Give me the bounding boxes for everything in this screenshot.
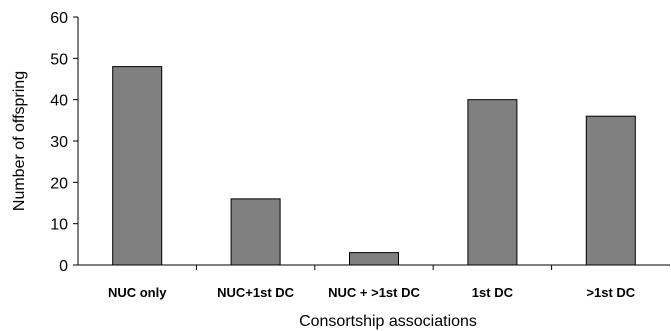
x-tick-label: NUC only (108, 285, 167, 300)
bar (230, 198, 281, 266)
y-axis-ticks: 0 10 20 30 40 50 60 (50, 10, 78, 275)
bar (112, 66, 163, 266)
y-tick-label: 0 (59, 258, 68, 275)
bar (585, 115, 636, 266)
y-tick-label: 30 (50, 134, 68, 151)
x-axis-title: Consortship associations (299, 313, 477, 330)
y-axis-title: Number of offspring (11, 71, 28, 211)
y-tick-label: 60 (50, 10, 68, 27)
y-tick-label: 40 (50, 93, 68, 110)
bars (112, 66, 636, 266)
bar (467, 99, 518, 266)
x-tick-label: 1st DC (472, 285, 514, 300)
x-tick-label: NUC + >1st DC (328, 285, 420, 300)
x-tick-label: >1st DC (586, 285, 635, 300)
y-tick-label: 50 (50, 51, 68, 68)
y-tick-label: 10 (50, 217, 68, 234)
x-axis-ticks: NUC only NUC+1st DC NUC + >1st DC 1st DC >1s… (108, 265, 636, 300)
x-tick-label: NUC+1st DC (217, 285, 295, 300)
y-tick-label: 20 (50, 175, 68, 192)
bar (349, 252, 399, 266)
